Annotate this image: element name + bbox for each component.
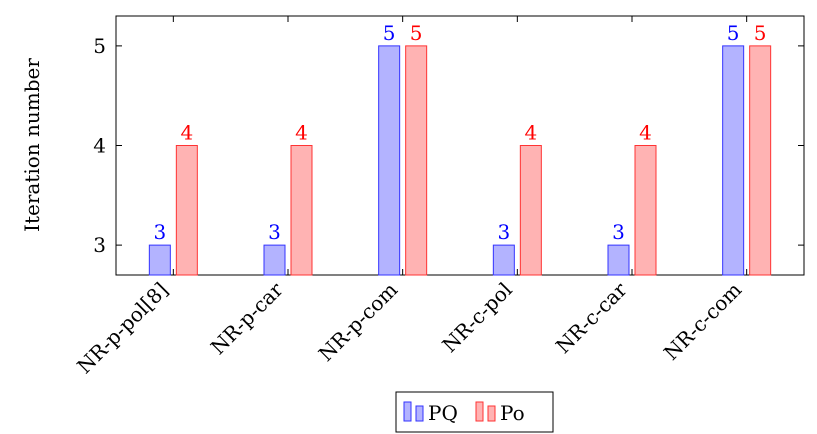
legend-label: Po	[500, 401, 525, 425]
y-tick-label: 5	[93, 34, 106, 58]
data-label: 4	[639, 121, 652, 145]
x-tick-label: NR-p-com	[314, 278, 402, 366]
data-label: 5	[383, 21, 396, 45]
bar-po	[519, 145, 542, 276]
legend-swatch-po	[487, 405, 496, 422]
x-tick-label: NR-c-pol	[437, 278, 517, 358]
y-axis-label: Iteration number	[20, 58, 44, 232]
bar-po	[290, 145, 313, 276]
y-tick-label: 3	[93, 233, 106, 257]
legend-label: PQ	[428, 401, 458, 425]
data-label: 5	[727, 21, 740, 45]
data-label: 4	[180, 121, 193, 145]
data-label: 3	[612, 220, 625, 244]
bar-pq	[378, 45, 401, 276]
data-label: 5	[410, 21, 423, 45]
bars	[148, 45, 772, 276]
axes: 3 4 5	[93, 15, 805, 276]
bar-pq	[263, 244, 286, 276]
bar-pq	[722, 45, 745, 276]
x-tick-label: NR-c-com	[659, 278, 746, 365]
data-label: 3	[268, 220, 281, 244]
data-label: 5	[754, 21, 767, 45]
bar-po	[405, 45, 428, 276]
x-tick-label: NR-p-pol[8]	[72, 278, 173, 379]
data-label: 4	[295, 121, 308, 145]
x-tick-label: NR-p-car	[206, 277, 288, 359]
bar-pq	[492, 244, 515, 276]
legend-swatch-pq	[403, 401, 412, 422]
data-label: 4	[524, 121, 537, 145]
legend-swatch-pq	[415, 405, 424, 422]
plot-frame	[115, 15, 805, 276]
bar-po	[749, 45, 772, 276]
x-tick-label: NR-c-car	[551, 277, 632, 358]
bar-pq	[607, 244, 630, 276]
legend-swatch-po	[475, 401, 484, 422]
y-tick-label: 4	[93, 134, 106, 158]
bar-po	[175, 145, 198, 276]
data-label: 3	[497, 220, 510, 244]
bar-pq	[148, 244, 171, 276]
bar-po	[634, 145, 657, 276]
data-label: 3	[153, 220, 166, 244]
legend: PQ Po	[395, 391, 554, 433]
